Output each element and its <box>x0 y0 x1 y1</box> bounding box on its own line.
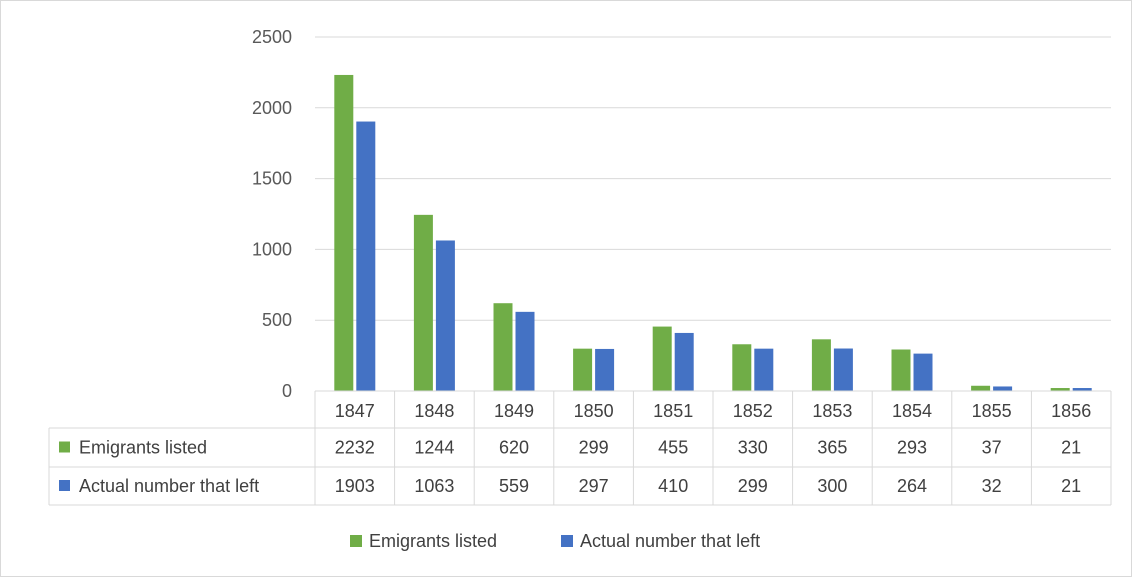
table-value: 21 <box>1061 438 1081 458</box>
table-value: 365 <box>817 438 847 458</box>
table-value: 1244 <box>414 438 454 458</box>
table-value: 410 <box>658 476 688 496</box>
table-value: 299 <box>738 476 768 496</box>
bar-emigrants-listed-1852 <box>732 344 752 391</box>
y-tick-label: 1000 <box>252 239 292 259</box>
table-value: 300 <box>817 476 847 496</box>
table-value: 620 <box>499 438 529 458</box>
table-value: 455 <box>658 438 688 458</box>
category-label: 1850 <box>574 401 614 421</box>
bar-emigrants-listed-1851 <box>652 326 672 391</box>
category-label: 1851 <box>653 401 693 421</box>
table-value: 1903 <box>335 476 375 496</box>
category-label: 1848 <box>414 401 454 421</box>
category-label: 1852 <box>733 401 773 421</box>
y-tick-label: 2500 <box>252 27 292 47</box>
bar-emigrants-listed-1847 <box>334 74 354 392</box>
table-value: 21 <box>1061 476 1081 496</box>
y-tick-label: 2000 <box>252 98 292 118</box>
bar-actual-left-1850 <box>595 348 615 391</box>
category-label: 1847 <box>335 401 375 421</box>
y-tick-label: 1500 <box>252 169 292 189</box>
bar-emigrants-listed-1849 <box>493 303 513 391</box>
table-value: 293 <box>897 438 927 458</box>
table-value: 299 <box>579 438 609 458</box>
gridlines <box>315 36 1111 321</box>
legend: Emigrants listed Actual number that left <box>350 531 760 551</box>
bar-actual-left-1847 <box>356 121 376 391</box>
table-value: 297 <box>579 476 609 496</box>
table-value: 2232 <box>335 438 375 458</box>
category-label: 1854 <box>892 401 932 421</box>
y-axis-tick-labels: 0 500 1000 1500 2000 2500 <box>252 27 292 401</box>
bar-actual-left-1849 <box>515 311 535 391</box>
table-legend-key <box>59 441 70 453</box>
bar-emigrants-listed-1854 <box>891 349 911 391</box>
table-value: 330 <box>738 438 768 458</box>
data-table: 1847 1848 1849 1850 1851 1852 1853 1854 1855 1856… <box>48 390 1112 506</box>
y-tick-label: 0 <box>282 381 292 401</box>
bar-emigrants-listed-1853 <box>811 339 831 391</box>
table-legend-key <box>59 480 70 491</box>
category-label: 1856 <box>1051 401 1091 421</box>
table-value: 264 <box>897 476 927 496</box>
bar-actual-left-1854 <box>913 353 933 391</box>
category-label: 1853 <box>812 401 852 421</box>
bar-actual-left-1856 <box>1072 388 1092 391</box>
category-label: 1849 <box>494 401 534 421</box>
bar-emigrants-listed-1855 <box>971 385 991 391</box>
bar-actual-left-1848 <box>435 240 455 391</box>
bar-actual-left-1853 <box>833 348 853 391</box>
bar-actual-left-1852 <box>754 348 774 391</box>
legend-key <box>561 535 573 547</box>
table-value: 37 <box>982 438 1002 458</box>
bars <box>334 74 1092 392</box>
category-label: 1855 <box>972 401 1012 421</box>
table-value: 1063 <box>414 476 454 496</box>
table-series-label: Actual number that left <box>79 476 259 496</box>
bar-emigrants-listed-1848 <box>413 214 433 391</box>
bar-actual-left-1855 <box>993 386 1013 391</box>
legend-label: Actual number that left <box>580 531 760 551</box>
legend-label: Emigrants listed <box>369 531 497 551</box>
bar-actual-left-1851 <box>674 332 694 391</box>
table-series-label: Emigrants listed <box>79 438 207 458</box>
bar-emigrants-listed-1850 <box>573 348 593 391</box>
table-value: 32 <box>982 476 1002 496</box>
table-value: 559 <box>499 476 529 496</box>
legend-key <box>350 535 362 547</box>
bar-emigrants-listed-1856 <box>1050 388 1070 391</box>
y-tick-label: 500 <box>262 310 292 330</box>
